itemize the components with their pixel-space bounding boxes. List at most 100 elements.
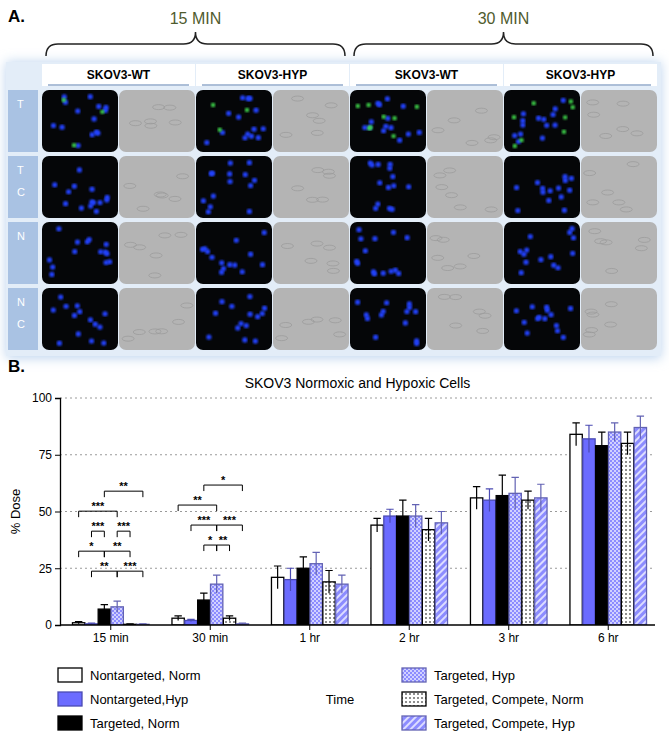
chart: SKOV3 Normoxic and Hypoxic Cells02550751…	[8, 375, 655, 731]
legend-label: Nontargeted, Norm	[90, 668, 201, 683]
bar	[435, 523, 447, 625]
cell-outline	[124, 183, 136, 188]
cell-outline	[129, 121, 141, 126]
cell-outline	[430, 236, 442, 241]
nucleus	[227, 262, 232, 267]
row-label-line: C	[17, 186, 25, 198]
fluorescence-tile	[42, 156, 118, 218]
uptake-signal	[218, 127, 222, 131]
nucleus	[355, 300, 360, 305]
cell-outline	[292, 186, 304, 191]
significance-label: ***	[197, 514, 211, 526]
fluorescence-tile	[504, 222, 580, 284]
legend-swatch	[58, 692, 82, 706]
brightfield-tile	[273, 288, 349, 350]
cell-outline	[432, 255, 444, 260]
nucleus	[388, 162, 393, 167]
nucleus	[89, 187, 94, 192]
nucleus	[367, 125, 372, 130]
nucleus	[373, 335, 378, 340]
cell-outline	[454, 264, 466, 269]
annotations: *******************************	[79, 474, 243, 577]
cell-outline	[450, 295, 462, 300]
grid-line	[60, 511, 655, 512]
nucleus	[407, 305, 412, 310]
error-bar	[300, 557, 307, 580]
nucleus	[391, 183, 396, 188]
nucleus	[262, 230, 267, 235]
nucleus	[251, 127, 256, 132]
nucleus	[94, 209, 99, 214]
nucleus	[94, 130, 99, 135]
brightfield-tile	[119, 90, 195, 152]
cell-outline	[432, 128, 444, 133]
nucleus	[97, 200, 102, 205]
nucleus	[238, 321, 243, 326]
nucleus	[253, 339, 258, 344]
legend-label: Nontargeted,Hyp	[90, 692, 188, 707]
column-label: SKOV3-WT	[87, 68, 151, 82]
bar	[422, 530, 434, 625]
cell-outline	[620, 207, 632, 212]
nucleus	[562, 174, 567, 179]
nucleus	[49, 272, 54, 277]
nucleus	[512, 133, 517, 138]
cell-outline	[327, 261, 339, 266]
nucleus	[50, 264, 55, 269]
nucleus	[236, 114, 241, 119]
uptake-signal	[62, 98, 66, 102]
cell-outline	[585, 309, 597, 314]
cell-outline	[479, 313, 491, 318]
significance-label: ***	[223, 514, 237, 526]
error-bar	[213, 575, 220, 593]
error-bar	[88, 623, 95, 624]
nucleus	[559, 194, 564, 199]
nucleus	[103, 249, 108, 254]
x-tick-mark	[210, 625, 211, 630]
nucleus	[72, 313, 77, 318]
error-bar	[75, 622, 82, 624]
nucleus	[66, 189, 71, 194]
nucleus	[240, 269, 245, 274]
cell-outline	[588, 112, 600, 117]
nucleus	[103, 260, 108, 265]
error-bar	[438, 512, 445, 535]
cell-outline	[134, 245, 146, 250]
significance-label: *	[221, 474, 226, 486]
nucleus	[59, 125, 64, 130]
nucleus	[550, 112, 555, 117]
y-tick-label: 100	[32, 391, 52, 405]
nucleus	[522, 320, 527, 325]
cell-outline	[302, 319, 314, 324]
panel-inner	[6, 62, 661, 356]
error-bar	[473, 487, 480, 510]
nucleus	[414, 338, 419, 343]
cell-outline	[169, 196, 181, 201]
nucleus	[75, 303, 80, 308]
fluorescence-tile	[42, 90, 118, 152]
significance-label: ***	[124, 560, 138, 572]
time-label: 30 MIN	[478, 10, 530, 27]
uptake-signal	[211, 103, 215, 107]
nucleus	[568, 306, 573, 311]
cell-outline	[434, 173, 446, 178]
nucleus	[556, 185, 561, 190]
uptake-signal	[519, 138, 523, 142]
nucleus	[240, 95, 245, 100]
row-label: NC	[17, 296, 25, 330]
chart-title: SKOV3 Normoxic and Hypoxic Cells	[245, 375, 471, 391]
nucleus	[93, 322, 98, 327]
nucleus	[72, 184, 77, 189]
nucleus	[201, 198, 206, 203]
nucleus	[245, 96, 250, 101]
error-bar	[425, 518, 432, 541]
column-label: SKOV3-HYP	[238, 68, 307, 82]
cell-outline	[468, 253, 480, 258]
nucleus	[63, 201, 68, 206]
x-tick: 6 hr	[598, 625, 619, 645]
nucleus	[63, 304, 68, 309]
row-label-cell	[8, 222, 38, 284]
brightfield-tile	[581, 222, 657, 284]
nucleus	[364, 312, 369, 317]
nucleus	[381, 271, 386, 276]
